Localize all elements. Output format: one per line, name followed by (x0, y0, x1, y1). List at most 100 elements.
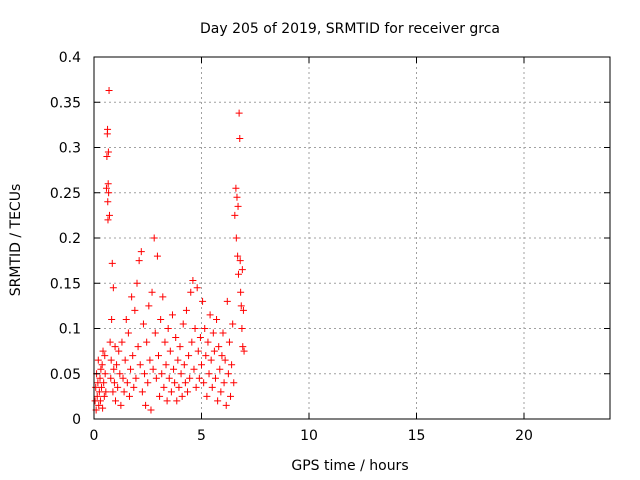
data-point (166, 347, 174, 355)
chart-title: Day 205 of 2019, SRMTID for receiver grc… (200, 21, 500, 37)
data-point (204, 338, 212, 346)
data-point (189, 277, 197, 285)
data-point (182, 306, 190, 314)
data-point (93, 392, 101, 400)
data-point (139, 320, 147, 328)
y-tick-label: 0.05 (50, 367, 81, 383)
data-point (188, 338, 196, 346)
data-point (103, 153, 111, 161)
y-tick-label: 0.1 (59, 322, 81, 338)
data-point (187, 288, 195, 296)
data-point (125, 392, 133, 400)
data-point (98, 383, 106, 391)
data-point (209, 329, 217, 337)
data-point (104, 198, 112, 206)
grid (94, 57, 610, 419)
data-point (109, 284, 117, 292)
data-point (236, 134, 244, 142)
data-point (135, 257, 143, 265)
data-point (194, 347, 202, 355)
data-point (134, 343, 142, 351)
data-point (211, 374, 219, 382)
data-point (101, 370, 109, 378)
data-point (114, 383, 122, 391)
data-point (121, 356, 129, 364)
data-point (102, 388, 110, 396)
data-point (123, 379, 131, 387)
data-point (184, 388, 192, 396)
data-point (99, 404, 107, 412)
x-tick-label: 10 (300, 428, 318, 444)
y-tick-label: 0.3 (59, 141, 81, 157)
data-point (176, 343, 184, 351)
data-point (107, 374, 115, 382)
data-point (202, 352, 210, 360)
data-point (116, 370, 124, 378)
data-point (133, 279, 141, 287)
data-point (95, 401, 103, 409)
data-point (215, 343, 223, 351)
data-point (222, 401, 230, 409)
data-point (104, 125, 112, 133)
data-point (128, 293, 136, 301)
data-point (200, 379, 208, 387)
data-point (206, 311, 214, 319)
data-point (213, 315, 221, 323)
data-point (221, 356, 229, 364)
data-point (148, 288, 156, 296)
data-point (161, 338, 169, 346)
data-point (224, 370, 232, 378)
data-point (174, 356, 182, 364)
y-tick-label: 0.2 (59, 231, 81, 247)
x-tick-label: 15 (408, 428, 426, 444)
data-point (162, 361, 170, 369)
data-point (124, 329, 132, 337)
data-point (131, 306, 139, 314)
data-points (91, 86, 248, 414)
data-point (110, 365, 118, 373)
data-point (239, 343, 247, 351)
data-point (231, 211, 239, 219)
data-point (96, 397, 104, 405)
data-point (113, 361, 121, 369)
data-point (129, 352, 137, 360)
data-point (172, 334, 180, 342)
data-point (191, 325, 199, 332)
data-point (196, 334, 204, 342)
plot-frame (93, 56, 611, 420)
data-point (105, 86, 113, 94)
data-point (214, 397, 222, 405)
data-point (104, 216, 112, 224)
data-point (153, 252, 161, 260)
data-point (217, 388, 225, 396)
data-point (149, 365, 157, 373)
data-point (119, 374, 127, 382)
data-point (143, 338, 151, 346)
data-point (100, 379, 108, 387)
data-point (240, 347, 248, 355)
data-point (102, 184, 110, 192)
data-point (234, 270, 242, 278)
x-axis-label: GPS time / hours (291, 458, 408, 474)
data-point (144, 379, 152, 387)
data-point (104, 180, 112, 188)
x-tick-label: 0 (90, 428, 99, 444)
data-point (127, 365, 135, 373)
data-point (118, 338, 126, 346)
data-point (193, 284, 201, 292)
y-tick-label: 0.35 (50, 95, 81, 111)
data-point (105, 189, 113, 197)
data-point (219, 329, 227, 337)
data-point (181, 379, 189, 387)
data-point (94, 356, 102, 364)
data-point (237, 302, 245, 310)
data-point (216, 365, 224, 373)
data-point (232, 184, 240, 192)
data-point (171, 379, 179, 387)
data-point (132, 374, 140, 382)
y-axis-label: SRMTID / TECUs (8, 184, 24, 297)
data-point (186, 374, 194, 382)
data-point (190, 365, 198, 373)
